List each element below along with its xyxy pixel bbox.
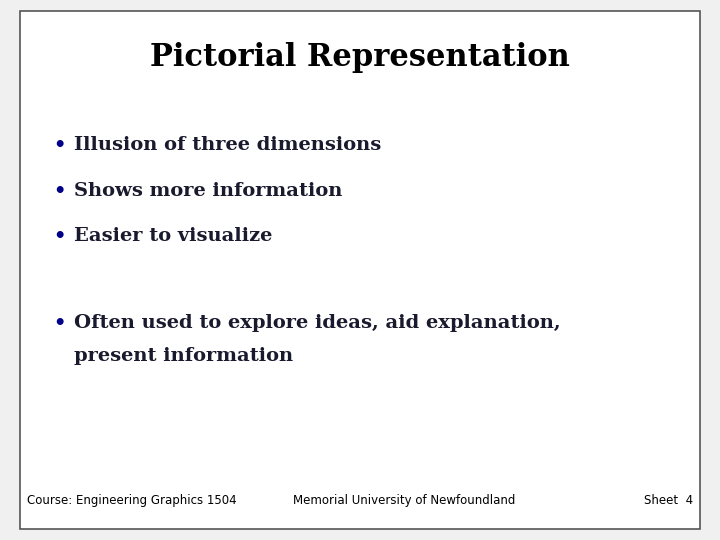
Text: Easier to visualize: Easier to visualize	[74, 227, 273, 245]
Text: Shows more information: Shows more information	[74, 181, 343, 199]
Text: Often used to explore ideas, aid explanation,: Often used to explore ideas, aid explana…	[74, 314, 561, 332]
Text: Sheet  4: Sheet 4	[644, 494, 693, 507]
Text: Pictorial Representation: Pictorial Representation	[150, 42, 570, 73]
Text: present information: present information	[74, 347, 293, 365]
Text: Memorial University of Newfoundland: Memorial University of Newfoundland	[292, 494, 515, 507]
Text: •: •	[53, 181, 66, 199]
Text: •: •	[53, 136, 66, 153]
Text: Course: Engineering Graphics 1504: Course: Engineering Graphics 1504	[27, 494, 237, 507]
Text: •: •	[53, 227, 66, 245]
Text: Illusion of three dimensions: Illusion of three dimensions	[74, 136, 382, 153]
Text: •: •	[53, 314, 66, 332]
